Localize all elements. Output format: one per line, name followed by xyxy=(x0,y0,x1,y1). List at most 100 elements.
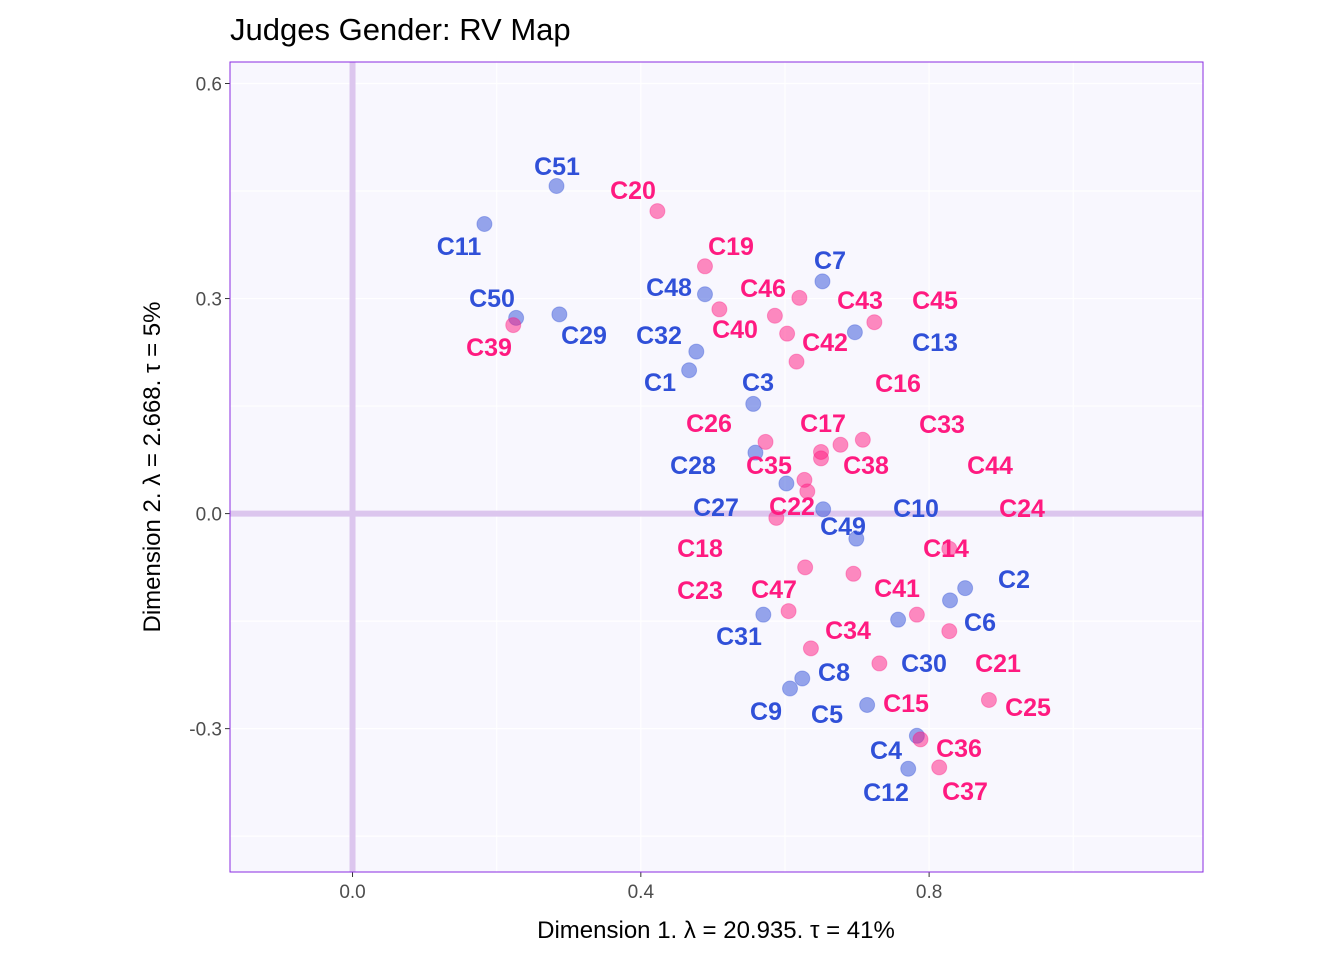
label-C4: C4 xyxy=(870,737,902,765)
x-axis-label: Dimension 1. λ = 20.935. τ = 41% xyxy=(537,917,895,944)
label-C15: C15 xyxy=(883,690,929,718)
point-C5 xyxy=(859,696,876,713)
point-C37 xyxy=(931,759,948,776)
point-C6 xyxy=(942,592,959,609)
label-C40: C40 xyxy=(712,316,758,344)
point-C24 xyxy=(941,540,958,557)
label-C9: C9 xyxy=(750,698,782,726)
x-tick-label: 0.0 xyxy=(339,882,365,903)
label-C21: C21 xyxy=(975,650,1021,678)
label-C5: C5 xyxy=(811,701,843,729)
point-C36 xyxy=(912,731,929,748)
label-C45: C45 xyxy=(912,287,958,315)
label-C22: C22 xyxy=(769,493,815,521)
point-C27 xyxy=(778,475,795,492)
point-C9 xyxy=(782,680,799,697)
label-C38: C38 xyxy=(843,452,889,480)
x-tick-label: 0.4 xyxy=(628,882,655,903)
label-C34: C34 xyxy=(825,617,871,645)
point-C14 xyxy=(768,509,785,526)
label-C27: C27 xyxy=(693,494,739,522)
y-tick-label: 0.0 xyxy=(196,505,222,526)
point-C23 xyxy=(780,603,797,620)
point-C40 xyxy=(711,301,728,318)
point-C33 xyxy=(832,436,849,453)
label-C26: C26 xyxy=(686,410,732,438)
label-C7: C7 xyxy=(814,247,846,275)
data-points xyxy=(476,178,997,777)
label-C19: C19 xyxy=(708,233,754,261)
point-C39 xyxy=(505,317,522,334)
point-C41 xyxy=(908,606,925,623)
point-C2 xyxy=(957,580,974,597)
chart-title: Judges Gender: RV Map xyxy=(230,12,571,47)
point-C38 xyxy=(813,450,830,467)
label-C33: C33 xyxy=(919,411,965,439)
label-C39: C39 xyxy=(466,334,512,362)
label-C31: C31 xyxy=(716,623,762,651)
panel-border xyxy=(229,61,1204,873)
label-C17: C17 xyxy=(800,410,846,438)
label-C10: C10 xyxy=(893,495,939,523)
label-C41: C41 xyxy=(874,575,920,603)
point-C46 xyxy=(766,307,783,324)
point-C29 xyxy=(551,306,568,323)
label-C50: C50 xyxy=(469,285,515,313)
label-C13: C13 xyxy=(912,329,958,357)
origin-lines xyxy=(230,62,1203,872)
point-C47 xyxy=(845,565,862,582)
point-C20 xyxy=(649,203,666,220)
y-tick-label: -0.3 xyxy=(189,720,222,741)
point-C48 xyxy=(696,286,713,303)
label-C16: C16 xyxy=(875,370,921,398)
label-C49: C49 xyxy=(820,513,866,541)
point-C44 xyxy=(854,431,871,448)
label-C29: C29 xyxy=(561,322,607,350)
point-C25 xyxy=(980,691,997,708)
label-C1: C1 xyxy=(644,369,676,397)
label-C36: C36 xyxy=(936,735,982,763)
x-tick-label: 0.8 xyxy=(916,882,942,903)
label-C12: C12 xyxy=(863,779,909,807)
label-C35: C35 xyxy=(746,452,792,480)
y-axis-label: Dimension 2. λ = 2.668. τ = 5% xyxy=(139,302,166,633)
point-C42 xyxy=(779,325,796,342)
point-C26 xyxy=(757,433,774,450)
label-C20: C20 xyxy=(610,177,656,205)
point-C28 xyxy=(747,444,764,461)
point-C43 xyxy=(791,289,808,306)
label-C18: C18 xyxy=(677,535,723,563)
label-C8: C8 xyxy=(818,659,850,687)
label-C47: C47 xyxy=(751,576,797,604)
label-C32: C32 xyxy=(636,322,682,350)
point-C21 xyxy=(941,623,958,640)
point-C11 xyxy=(476,216,493,232)
label-C6: C6 xyxy=(964,609,996,637)
label-C51: C51 xyxy=(534,153,580,181)
label-C2: C2 xyxy=(998,566,1030,594)
plot-panel xyxy=(230,62,1203,872)
label-C44: C44 xyxy=(967,452,1013,480)
point-C45 xyxy=(866,314,883,331)
point-C51 xyxy=(548,178,565,195)
point-C1 xyxy=(681,362,698,379)
point-C31 xyxy=(755,606,772,623)
label-C28: C28 xyxy=(670,452,716,480)
y-tick-label: 0.6 xyxy=(196,75,222,96)
point-C7 xyxy=(814,273,831,290)
label-C25: C25 xyxy=(1005,694,1051,722)
axis-ticks: 0.0 0.4 0.8 -0.3 0.0 0.3 0.6 xyxy=(189,75,942,903)
point-C16 xyxy=(788,353,805,370)
point-C15 xyxy=(871,655,888,672)
point-C32 xyxy=(688,343,705,360)
y-tick-label: 0.3 xyxy=(196,290,222,311)
grid-lines xyxy=(230,62,1203,872)
label-C14: C14 xyxy=(923,535,969,563)
point-C49 xyxy=(815,501,832,518)
label-C30: C30 xyxy=(901,650,947,678)
label-C46: C46 xyxy=(740,275,786,303)
point-C3 xyxy=(745,395,762,412)
point-C19 xyxy=(696,258,713,275)
